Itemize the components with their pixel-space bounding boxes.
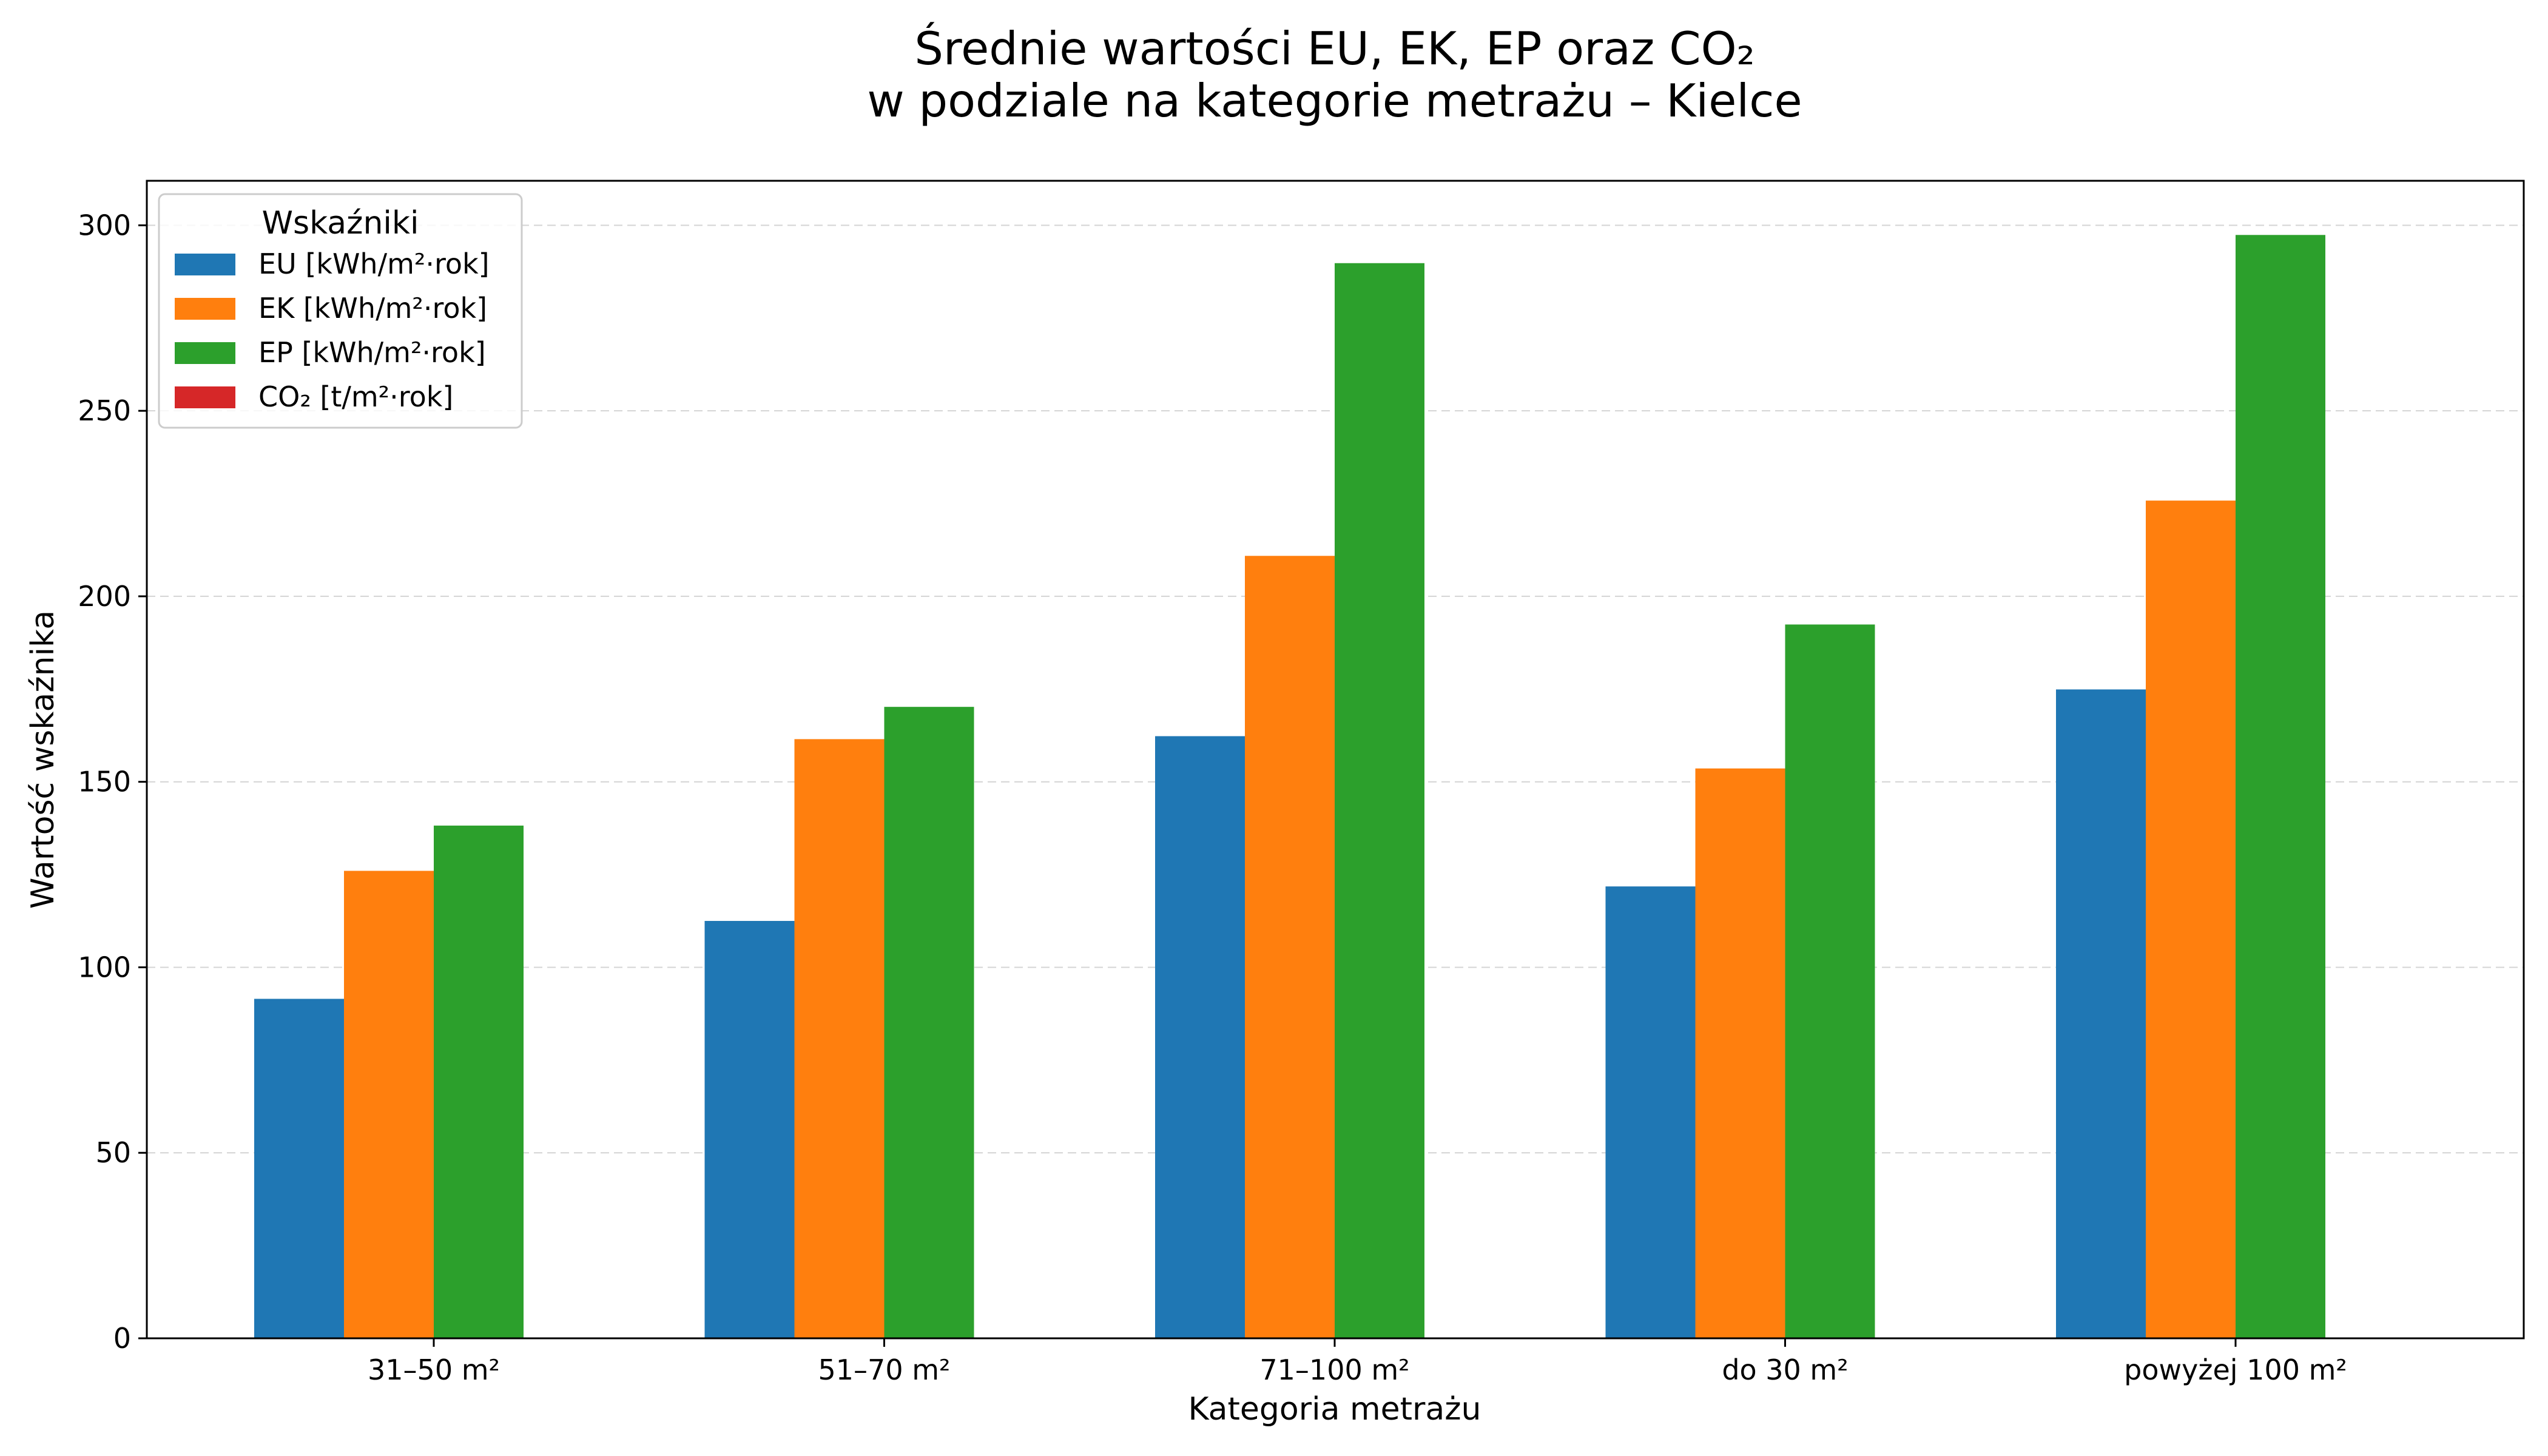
legend: Wskaźniki EU [kWh/m²·rok] EK [kWh/m²·rok]…	[158, 193, 523, 429]
legend-box	[158, 193, 523, 429]
legend-items: EU [kWh/m²·rok] EK [kWh/m²·rok] EP [kWh/m²…	[175, 248, 490, 413]
y-tick-label: 300	[78, 209, 131, 241]
x-tick-label: do 30 m²	[1722, 1353, 1848, 1386]
bar-3-3	[1335, 263, 1424, 1339]
legend-label: CO₂ [t/m²·rok]	[258, 380, 453, 413]
bar-1-5	[2056, 689, 2146, 1338]
y-tick-label: 150	[78, 766, 131, 798]
y-tick-label: 200	[78, 580, 131, 613]
bar-2-1	[344, 871, 434, 1338]
bar-1-4	[1605, 886, 1696, 1338]
bar-1-1	[254, 999, 344, 1338]
y-axis-ticks: 0 50 100 150 200 250 300	[78, 209, 147, 1355]
x-tick-label: 31–50 m²	[368, 1353, 500, 1386]
x-tick-label: 51–70 m²	[818, 1353, 951, 1386]
legend-label: EP [kWh/m²·rok]	[258, 336, 486, 369]
chart-title-line-1: Średnie wartości EU, EK, EP oraz CO₂	[914, 22, 1754, 75]
x-tick-label: powyżej 100 m²	[2124, 1353, 2347, 1386]
bar-1-3	[1155, 736, 1245, 1338]
legend-title: Wskaźniki	[262, 205, 419, 241]
bar-3-1	[434, 825, 524, 1338]
y-tick-label: 50	[95, 1136, 131, 1169]
bar-2-5	[2146, 500, 2236, 1338]
y-axis-label: Wartość wskaźnika	[25, 610, 61, 909]
x-tick-label: 71–100 m²	[1259, 1353, 1409, 1386]
bar-3-5	[2236, 235, 2325, 1338]
chart-title-line-2: w podziale na kategorie metrażu – Kielce	[867, 74, 1802, 127]
bar-3-4	[1785, 624, 1875, 1338]
x-axis-ticks: 31–50 m² 51–70 m² 71–100 m² do 30 m² powyżej…	[368, 1338, 2347, 1386]
bars	[254, 235, 2415, 1339]
y-tick-label: 100	[78, 951, 131, 983]
legend-label: EU [kWh/m²·rok]	[258, 248, 490, 280]
y-tick-label: 250	[78, 394, 131, 427]
bar-2-2	[794, 739, 885, 1338]
legend-swatch	[175, 342, 235, 364]
x-axis-label: Kategoria metrażu	[1188, 1391, 1481, 1427]
bar-1-2	[704, 921, 795, 1338]
bar-3-2	[884, 707, 974, 1338]
legend-swatch	[175, 386, 235, 408]
legend-label: EK [kWh/m²·rok]	[258, 292, 487, 325]
bar-2-3	[1245, 556, 1335, 1338]
y-tick-label: 0	[113, 1322, 131, 1355]
legend-swatch	[175, 254, 235, 275]
bar-2-4	[1695, 768, 1785, 1338]
legend-swatch	[175, 298, 235, 320]
